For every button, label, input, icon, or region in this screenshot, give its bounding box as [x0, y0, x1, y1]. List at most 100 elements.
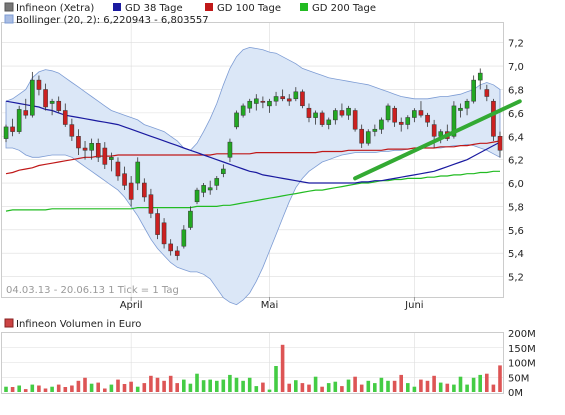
candle — [484, 84, 490, 102]
candle — [286, 94, 292, 106]
candle-body — [122, 173, 127, 186]
volume-bar — [406, 383, 410, 392]
candle-body — [155, 213, 160, 235]
volume-bar — [129, 381, 133, 392]
candle-body — [10, 126, 15, 132]
candle — [221, 164, 226, 178]
candle — [36, 75, 42, 96]
candle-body — [82, 147, 88, 151]
volume-bar — [287, 383, 291, 392]
volume-bar — [465, 384, 469, 392]
candle-body — [306, 107, 312, 118]
legend-swatch-gd38 — [113, 3, 121, 11]
candle — [319, 110, 325, 127]
candle-body — [273, 96, 279, 102]
candle — [76, 129, 81, 155]
legend-swatch-infineon — [4, 2, 14, 12]
candle-body — [188, 210, 193, 228]
candle — [174, 246, 180, 261]
volume-bar — [247, 377, 252, 392]
candle-body — [168, 243, 173, 252]
candle-body — [405, 117, 411, 125]
candle-body — [319, 112, 325, 125]
legend-gd100: GD 100 Tage — [217, 3, 281, 14]
candle-body — [214, 178, 220, 186]
candle — [392, 105, 397, 127]
candle — [477, 68, 483, 90]
price-y-tick-label: 6,2 — [508, 156, 524, 167]
candle — [135, 157, 141, 191]
candle-body — [497, 136, 503, 151]
volume-bar — [155, 377, 160, 392]
volume-bar — [17, 385, 21, 392]
volume-bar — [485, 373, 489, 392]
volume-bar — [168, 375, 173, 392]
candle-body — [247, 100, 253, 109]
volume-bar — [313, 376, 318, 392]
candle-body — [484, 89, 490, 97]
candle-body — [280, 96, 285, 100]
volume-bar — [425, 380, 430, 392]
volume-y-tick-label: 200M — [508, 329, 536, 340]
candle — [491, 98, 496, 141]
candle-body — [477, 72, 483, 81]
volume-panel: Infineon Volumen in Euro 200M 150M 100M 50M… — [1, 318, 536, 399]
legend-swatch-bollinger — [4, 14, 14, 24]
volume-bar — [122, 384, 127, 392]
trendline — [353, 99, 522, 181]
candle — [122, 166, 127, 191]
candle-body — [372, 128, 378, 132]
candle-body — [227, 141, 233, 158]
candle-body — [260, 100, 266, 103]
candle-body — [471, 79, 476, 102]
candle — [142, 178, 147, 202]
candle — [267, 98, 272, 113]
volume-bar — [438, 382, 443, 392]
candle-body — [174, 250, 180, 256]
candle-body — [254, 98, 259, 104]
volume-y-ticks: 200M 150M 100M 50M 0M — [508, 329, 536, 399]
legend-gd200: GD 200 Tage — [312, 3, 376, 14]
candle — [234, 110, 239, 130]
volume-bar — [43, 388, 48, 392]
volume-bar — [498, 365, 502, 392]
price-y-tick-label: 6,4 — [508, 132, 524, 143]
volume-bar — [10, 387, 15, 392]
candle — [280, 89, 285, 102]
candle-body — [89, 143, 94, 151]
volume-bar — [359, 384, 364, 392]
candle-body — [365, 131, 371, 144]
candle — [10, 118, 15, 137]
candle — [293, 87, 299, 102]
candle — [16, 105, 22, 134]
candle-body — [16, 109, 22, 132]
volume-bar — [432, 375, 436, 392]
volume-bar — [116, 379, 120, 392]
volume-bar — [267, 389, 272, 392]
candle-body — [286, 98, 292, 102]
candle-body — [3, 126, 9, 139]
candle-body — [56, 100, 62, 111]
volume-bar — [419, 379, 423, 392]
candle-body — [161, 222, 167, 245]
volume-title: Infineon Volumen in Euro — [16, 319, 141, 330]
price-y-tick-label: 5,4 — [508, 249, 524, 260]
volume-bar — [307, 384, 311, 392]
candle — [181, 225, 187, 249]
candle — [352, 108, 358, 132]
price-y-tick-label: 6,8 — [508, 85, 524, 96]
price-panel: 7,2 7,0 6,8 6,6 6,4 6,2 6,0 5,8 5,6 5,4 5,2 April M… — [1, 22, 524, 311]
candle-body — [491, 100, 496, 137]
volume-bar — [353, 376, 357, 392]
candle — [405, 115, 411, 130]
candle — [379, 117, 384, 134]
candle-body — [451, 105, 457, 137]
candle — [128, 176, 134, 207]
candle-body — [293, 91, 299, 100]
volume-bar — [50, 386, 54, 392]
volume-y-tick-label: 100M — [508, 359, 536, 370]
volume-bar — [241, 380, 245, 392]
candle — [3, 124, 9, 143]
candle-body — [234, 112, 239, 128]
